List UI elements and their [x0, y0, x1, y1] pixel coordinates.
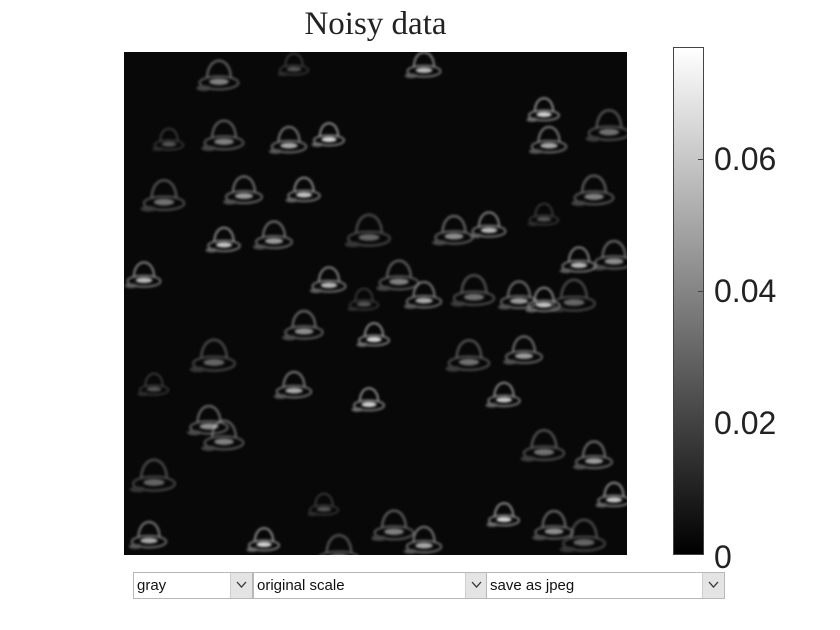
colorbar-tick-label: 0.02: [714, 405, 777, 442]
colorbar-tick-mark: [698, 291, 704, 293]
export-select[interactable]: save as jpeg: [486, 572, 725, 599]
scale-select-value: original scale: [257, 577, 345, 594]
colormap-select-value: gray: [137, 577, 167, 594]
colorbar-tick-mark: [698, 159, 704, 161]
colorbar: [673, 47, 704, 555]
figure-title: Noisy data: [304, 6, 447, 42]
export-select-value: save as jpeg: [490, 577, 575, 594]
colorbar-tick-mark: [698, 423, 704, 425]
chevron-down-icon[interactable]: [465, 573, 487, 598]
colorbar-tick-label: 0: [714, 539, 732, 575]
scale-select[interactable]: original scale: [253, 572, 488, 599]
colorbar-tick-label: 0.04: [714, 273, 777, 310]
chevron-down-icon[interactable]: [702, 573, 724, 598]
colorbar-tick-label: 0.06: [714, 141, 777, 178]
noisy-image: [124, 52, 627, 555]
chevron-down-icon[interactable]: [230, 573, 252, 598]
colormap-select[interactable]: gray: [133, 572, 253, 599]
